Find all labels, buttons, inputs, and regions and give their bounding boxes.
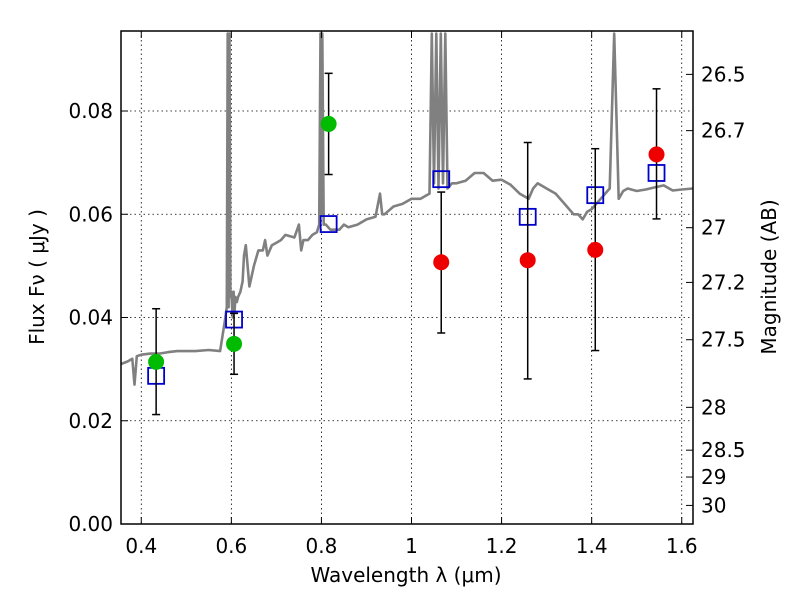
right-tick-label: 26.7 bbox=[701, 119, 746, 143]
right-tick-label: 26.5 bbox=[701, 62, 746, 86]
flux-data-point bbox=[226, 335, 243, 352]
x-axis-label: Wavelength λ (μm) bbox=[310, 563, 501, 587]
flux-data-point bbox=[519, 252, 536, 269]
flux-data-point bbox=[587, 241, 604, 258]
y-tick-label: 0.00 bbox=[68, 512, 113, 536]
plot-frame bbox=[120, 30, 694, 525]
x-tick-label: 0.4 bbox=[125, 534, 157, 558]
model-spectrum-line bbox=[121, 32, 693, 386]
y-tick-label: 0.08 bbox=[68, 99, 113, 123]
right-tick-label: 27.5 bbox=[701, 328, 746, 352]
right-y-axis-label: Magnitude (AB) bbox=[757, 199, 781, 354]
model-photometry-square bbox=[319, 215, 338, 233]
right-tick-label: 30 bbox=[701, 493, 726, 517]
y-tick-label: 0.02 bbox=[68, 409, 113, 433]
right-tick-label: 29 bbox=[701, 465, 726, 489]
plot-area bbox=[121, 32, 693, 386]
right-tick-label: 28 bbox=[701, 395, 726, 419]
right-tick-label: 28.5 bbox=[701, 438, 746, 462]
x-tick-label: 1.6 bbox=[666, 534, 698, 558]
axis-ticks: 0.4 0.6 0.8 1 1.2 1.4 1.6 0.00 0.02 0.04 0.06 0.08 2… bbox=[68, 31, 746, 558]
x-tick-label: 1 bbox=[405, 534, 418, 558]
grid-lines bbox=[121, 31, 693, 524]
right-tick-label: 27 bbox=[701, 216, 726, 240]
data-markers bbox=[147, 72, 666, 416]
y-tick-label: 0.06 bbox=[68, 202, 113, 226]
flux-data-point bbox=[648, 146, 665, 163]
right-tick-label: 27.2 bbox=[701, 270, 746, 294]
x-tick-label: 1.2 bbox=[486, 534, 518, 558]
x-tick-label: 1.4 bbox=[576, 534, 608, 558]
flux-data-point bbox=[148, 353, 165, 370]
y-tick-label: 0.04 bbox=[68, 306, 113, 330]
flux-data-point bbox=[320, 115, 337, 132]
model-photometry-square bbox=[432, 170, 451, 189]
y-axis-label: Flux Fν ( μJy ) bbox=[25, 209, 49, 345]
x-tick-label: 0.8 bbox=[306, 534, 338, 558]
x-tick-label: 0.6 bbox=[215, 534, 247, 558]
flux-data-point bbox=[433, 254, 450, 271]
